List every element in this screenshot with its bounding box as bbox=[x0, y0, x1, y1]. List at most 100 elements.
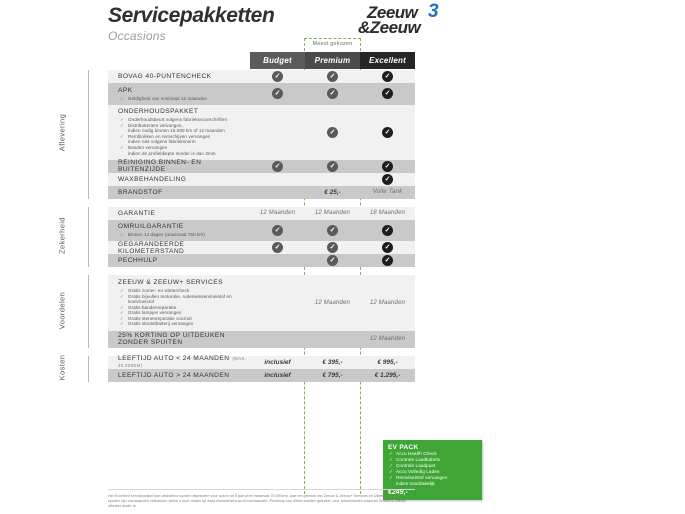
row-title: REINIGING BINNEN- EN BUITENZIJDE bbox=[118, 159, 248, 173]
check-icon: ✓ bbox=[272, 161, 283, 172]
group-zekerheid: GARANTIE 12 Maanden 12 Maanden 18 Maanden OM… bbox=[108, 207, 415, 268]
plan-cell: ✓ bbox=[360, 220, 415, 242]
table-row: PECHHULP✓✓ bbox=[108, 254, 415, 267]
check-icon: ✓ bbox=[382, 225, 393, 236]
plan-cell-value: inclusief bbox=[264, 372, 290, 379]
plan-cells: € 25,-Volle Tank bbox=[248, 186, 415, 199]
plan-cell: inclusief bbox=[250, 369, 305, 382]
plan-cell: 12 Maanden bbox=[250, 207, 305, 220]
row-bullet-list: Geldigheid van minimaal 12 maanden bbox=[118, 96, 248, 102]
plan-header-premium[interactable]: Premium bbox=[305, 52, 360, 69]
plan-cell: € 795,- bbox=[305, 369, 360, 382]
plan-cells: ✓ ✓ ✓ bbox=[248, 83, 415, 105]
plan-header-budget[interactable]: Budget bbox=[250, 52, 305, 69]
plan-cell-value: 12 Maanden bbox=[370, 336, 405, 342]
table-row: LEEFTIJD AUTO > 24 MAANDENinclusief€ 795… bbox=[108, 369, 415, 382]
row-bullet-list: Onderhoudsbeurt volgens fabrieksvoorschr… bbox=[118, 117, 248, 156]
plan-cell: ✓ bbox=[360, 83, 415, 105]
table-row: ONDERHOUDSPAKKETOnderhoudsbeurt volgens … bbox=[108, 105, 415, 160]
plan-cell: 12 Maanden bbox=[360, 275, 415, 330]
group-aflevering: BOVAG 40-PUNTENCHECK✓✓✓APKGeldigheid van… bbox=[108, 70, 415, 199]
plan-cells: ✓ ✓ ✓ bbox=[248, 241, 415, 254]
row-title: LEEFTIJD AUTO < 24 MAANDEN(MAX. 30.000KM… bbox=[118, 355, 248, 369]
row-label: BRANDSTOF bbox=[108, 189, 248, 196]
plan-cell-value: € 25,- bbox=[324, 189, 341, 196]
plan-cell: ✓ bbox=[305, 241, 360, 254]
plan-cell-value: 12 Maanden bbox=[260, 210, 295, 216]
table-row: OMRUILGARANTIEBinnen 14 dagen (maximaal … bbox=[108, 220, 415, 242]
row-label: WAXBEHANDELING bbox=[108, 176, 248, 183]
plan-cell-value: 18 Maanden bbox=[370, 210, 405, 216]
check-icon: ✓ bbox=[327, 225, 338, 236]
row-title: APK bbox=[118, 87, 248, 94]
row-bullet-list: Binnen 14 dagen (maximaal 750 km) bbox=[118, 232, 248, 238]
row-bullet: Binnen 14 dagen (maximaal 750 km) bbox=[118, 232, 248, 238]
row-label: BOVAG 40-PUNTENCHECK bbox=[108, 73, 248, 80]
plan-cell: € 1.295,- bbox=[360, 369, 415, 382]
plan-cell: ✓ bbox=[305, 160, 360, 173]
row-label: 25% KORTING OP UITDEUKEN ZONDER SPUITEN bbox=[108, 332, 248, 346]
row-label: ONDERHOUDSPAKKETOnderhoudsbeurt volgens … bbox=[108, 108, 248, 156]
plan-cell-value: 12 Maanden bbox=[315, 210, 350, 216]
group-rule bbox=[88, 70, 89, 199]
plan-cell: ✓ bbox=[360, 70, 415, 83]
plan-cell: ✓ bbox=[305, 105, 360, 160]
service-packages-sheet: Servicepakketten Occasions Zeeuw &Zeeuw … bbox=[0, 0, 685, 514]
plan-cell: 12 Maanden bbox=[305, 275, 360, 330]
plan-cell: ✓ bbox=[250, 70, 305, 83]
table-row: BRANDSTOF€ 25,-Volle Tank bbox=[108, 186, 415, 199]
row-label: REINIGING BINNEN- EN BUITENZIJDE bbox=[108, 159, 248, 173]
table-row: GARANTIE 12 Maanden 12 Maanden 18 Maanden bbox=[108, 207, 415, 220]
check-icon: ✓ bbox=[327, 88, 338, 99]
group-rule bbox=[88, 275, 89, 347]
row-label: GEGARANDEERDE KILOMETERSTAND bbox=[108, 241, 248, 255]
plan-cell-value: € 795,- bbox=[322, 372, 342, 379]
plan-cell: ✓ bbox=[250, 220, 305, 242]
row-label: LEEFTIJD AUTO < 24 MAANDEN(MAX. 30.000KM… bbox=[108, 355, 248, 369]
table-row: WAXBEHANDELING ✓ bbox=[108, 173, 415, 186]
plan-cell-value: 12 Maanden bbox=[315, 300, 350, 306]
plan-header-excellent[interactable]: Excellent bbox=[360, 52, 415, 69]
disclaimer-text: Het Excellent servicepakket kan uitsluit… bbox=[108, 494, 408, 509]
plan-cell: 18 Maanden bbox=[360, 207, 415, 220]
row-title: GARANTIE bbox=[118, 210, 248, 217]
plan-cells: ✓✓ bbox=[248, 254, 415, 267]
row-label: ZEEUW & ZEEUW+ SERVICESGratis zomer- en … bbox=[108, 279, 248, 327]
plan-cells: inclusief € 795,- € 1.295,- bbox=[248, 369, 415, 382]
ev-pack-item-list: Accu Health CheckControle LaadkabelsCont… bbox=[388, 451, 477, 481]
plan-cell: ✓ bbox=[250, 160, 305, 173]
check-icon: ✓ bbox=[272, 242, 283, 253]
row-bullet: indien de profieldiepte minder is dan 3m… bbox=[118, 151, 248, 157]
ev-pack-item: Remvloeistof vervangen bbox=[388, 475, 477, 481]
check-icon: ✓ bbox=[382, 174, 393, 185]
plan-cells: 12 Maanden 12 Maanden bbox=[248, 275, 415, 330]
plan-cell: ✓ bbox=[305, 254, 360, 267]
row-label: APK Geldigheid van minimaal 12 maanden bbox=[108, 87, 248, 102]
plan-cell: € 995,- bbox=[360, 356, 415, 369]
plan-cell bbox=[250, 331, 305, 348]
check-icon: ✓ bbox=[272, 88, 283, 99]
plan-cell: ✓ bbox=[360, 160, 415, 173]
plan-cell bbox=[305, 331, 360, 348]
group-kosten: LEEFTIJD AUTO < 24 MAANDEN(MAX. 30.000KM… bbox=[108, 356, 415, 382]
plan-cell: ✓ bbox=[360, 241, 415, 254]
table-row: APK Geldigheid van minimaal 12 maanden ✓ ✓ ✓ bbox=[108, 83, 415, 105]
plan-cell: inclusief bbox=[250, 356, 305, 369]
check-icon: ✓ bbox=[327, 242, 338, 253]
group-voordelen: ZEEUW & ZEEUW+ SERVICESGratis zomer- en … bbox=[108, 275, 415, 347]
ev-pack-subitem: indien noodzakelijk bbox=[388, 481, 477, 487]
plan-cell: ✓ bbox=[305, 83, 360, 105]
plan-cell bbox=[250, 186, 305, 199]
row-label: PECHHULP bbox=[108, 257, 248, 264]
plan-cells: ✓✓✓ bbox=[248, 160, 415, 173]
check-icon: ✓ bbox=[272, 71, 283, 82]
ev-pack-title: EV PACK bbox=[388, 444, 477, 451]
row-title-suffix: (MAX. 30.000KM) bbox=[118, 356, 246, 368]
check-icon: ✓ bbox=[382, 71, 393, 82]
logo-swoosh-icon: 3 bbox=[428, 3, 444, 20]
page-header: Servicepakketten Occasions bbox=[108, 4, 274, 43]
plan-cell: ✓ bbox=[305, 220, 360, 242]
logo-line-2: &Zeeuw bbox=[358, 20, 444, 35]
ev-pack-card[interactable]: EV PACK Accu Health CheckControle Laadka… bbox=[383, 440, 482, 500]
plan-cell bbox=[250, 254, 305, 267]
